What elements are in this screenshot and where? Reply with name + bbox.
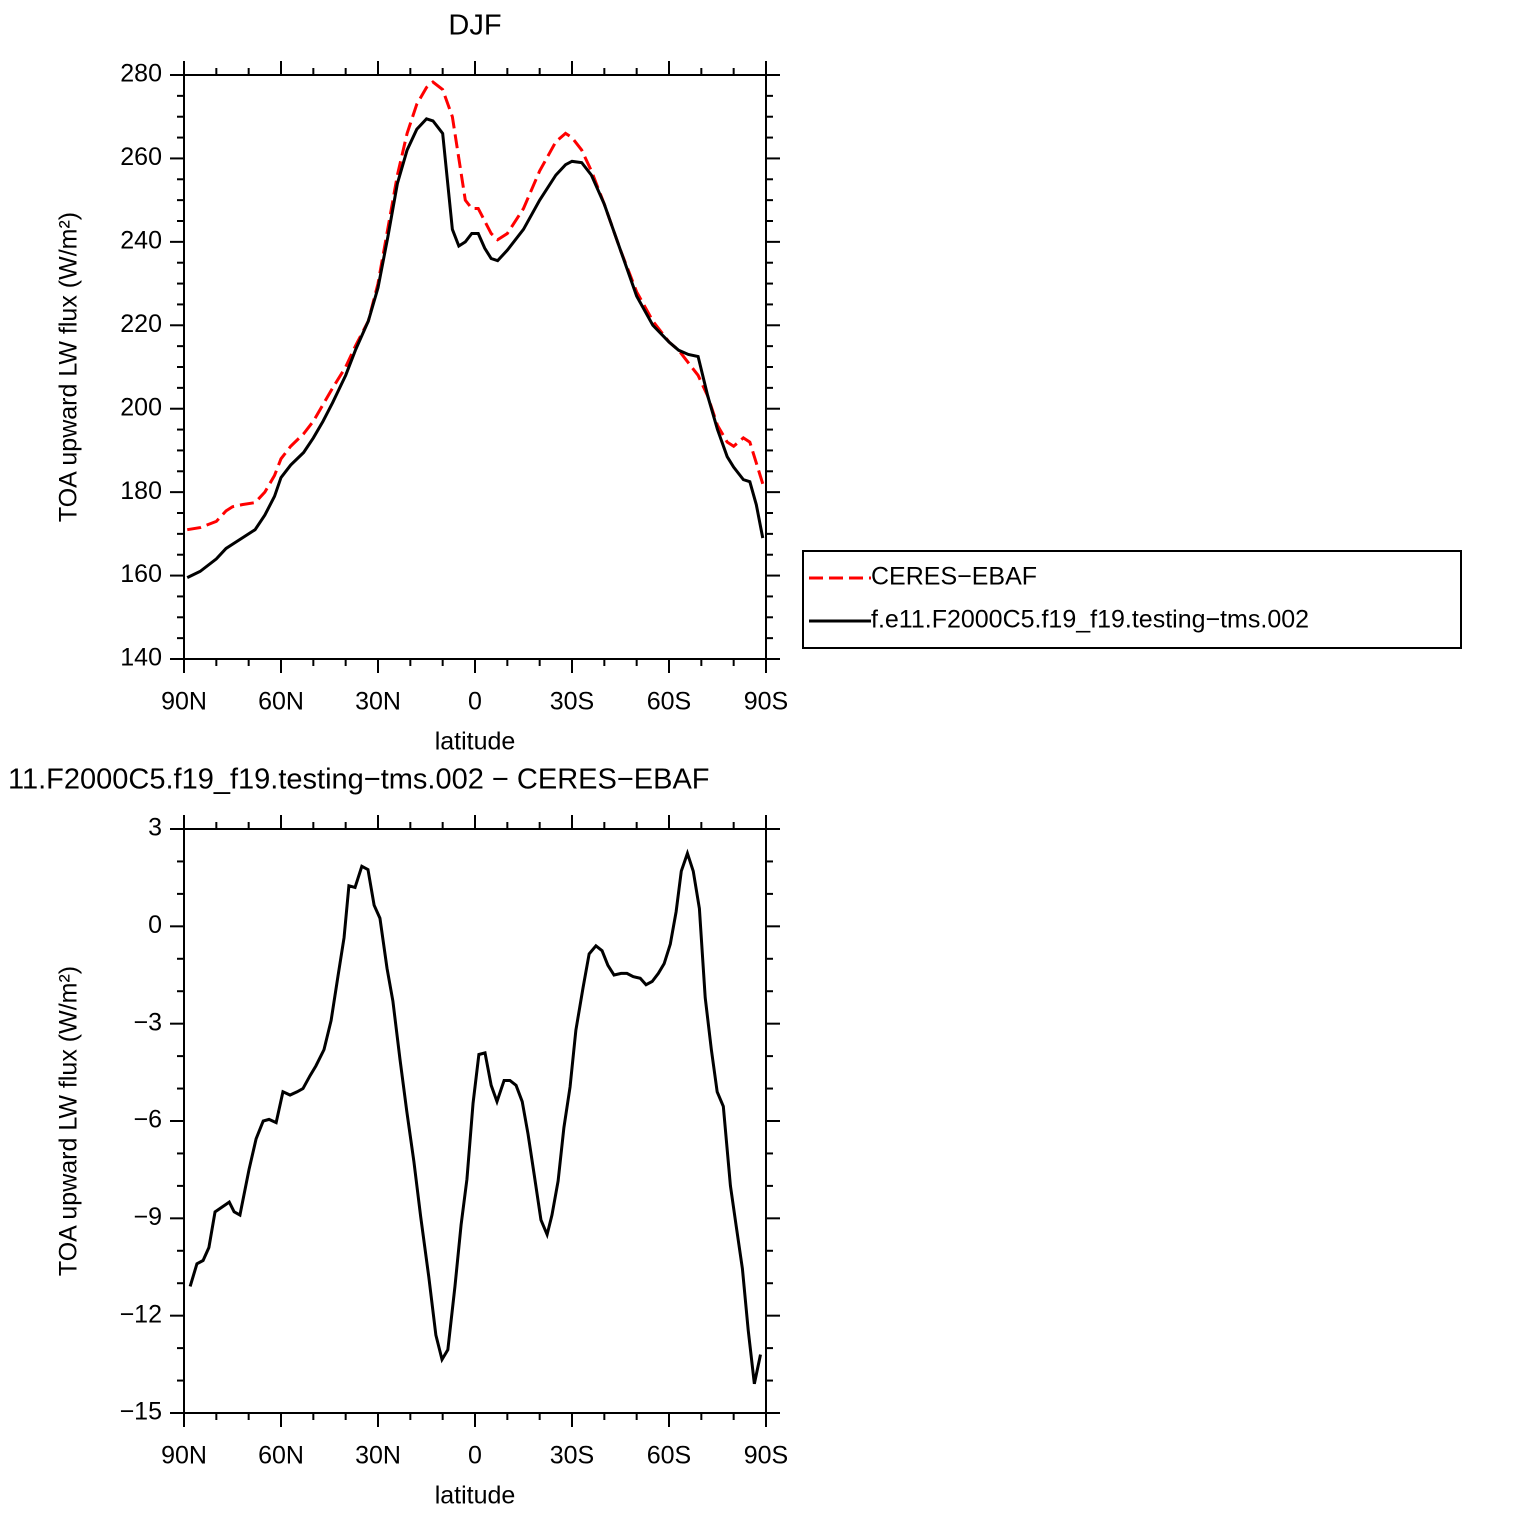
x-tick-label: 30S (550, 1442, 594, 1470)
x-axis-label: latitude (435, 728, 516, 756)
x-tick-label: 60S (647, 1442, 691, 1470)
legend-label: CERES−EBAF (871, 563, 1037, 591)
x-tick-label: 0 (468, 688, 482, 716)
y-tick-label: 220 (120, 310, 162, 338)
x-axis-label: latitude (435, 1482, 516, 1510)
x-tick-label: 30N (355, 688, 401, 716)
chart-title: DJF (448, 10, 501, 42)
y-axis-label: TOA upward LW flux (W/m²) (55, 212, 83, 522)
y-tick-label: 3 (148, 814, 162, 842)
y-tick-label: −3 (133, 1008, 162, 1036)
y-tick-label: 240 (120, 226, 162, 254)
legend-label: f.e11.F2000C5.f19_f19.testing−tms.002 (871, 606, 1309, 634)
plot-frame (183, 74, 767, 660)
y-tick-label: −12 (120, 1300, 162, 1328)
x-tick-label: 90S (744, 1442, 788, 1470)
y-tick-label: 0 (148, 911, 162, 939)
y-tick-label: 260 (120, 143, 162, 171)
y-tick-label: −6 (133, 1106, 162, 1134)
data-line (186, 80, 765, 532)
y-tick-label: 160 (120, 560, 162, 588)
y-tick-label: −15 (120, 1398, 162, 1426)
x-tick-label: 60N (258, 1442, 304, 1470)
y-tick-label: −9 (133, 1203, 162, 1231)
y-tick-label: 200 (120, 393, 162, 421)
y-tick-label: 180 (120, 477, 162, 505)
data-line (186, 117, 765, 580)
x-tick-label: 30S (550, 688, 594, 716)
x-tick-label: 90N (161, 688, 207, 716)
x-tick-label: 60N (258, 688, 304, 716)
legend-box (802, 550, 1462, 649)
x-tick-label: 90S (744, 688, 788, 716)
chart-title: 11.F2000C5.f19_f19.testing−tms.002 − CER… (8, 764, 710, 796)
y-axis-label: TOA upward LW flux (W/m²) (55, 966, 83, 1276)
x-tick-label: 90N (161, 1442, 207, 1470)
y-tick-label: 280 (120, 60, 162, 88)
x-tick-label: 0 (468, 1442, 482, 1470)
y-tick-label: 140 (120, 644, 162, 672)
x-tick-label: 30N (355, 1442, 401, 1470)
data-line (188, 848, 762, 1385)
x-tick-label: 60S (647, 688, 691, 716)
